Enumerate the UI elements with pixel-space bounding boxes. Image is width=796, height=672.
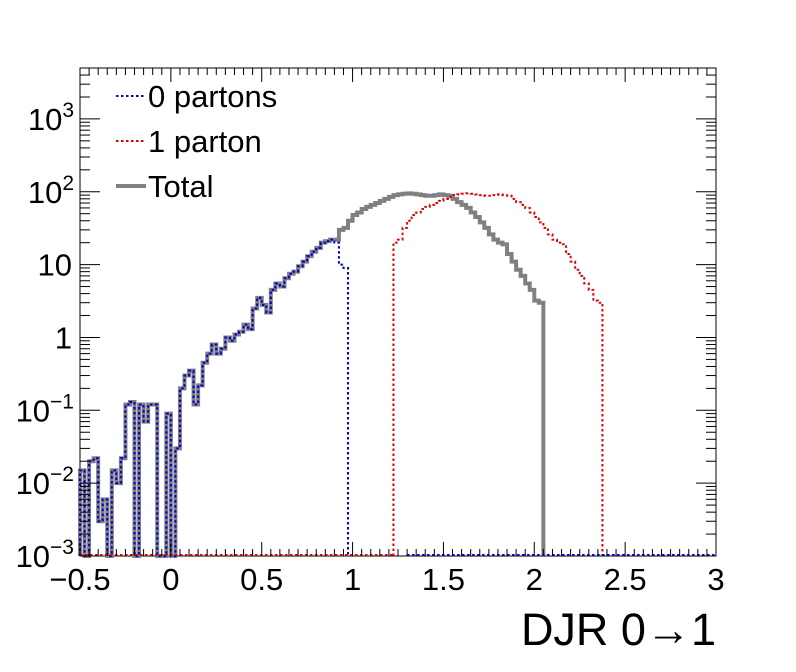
x-tick-label: 2 [526, 562, 543, 597]
y-tick-label: 10−1 [16, 390, 74, 428]
series-0-partons [79, 238, 350, 557]
y-tick-label: 102 [28, 172, 74, 210]
x-axis-title: DJR 0→1 [521, 604, 716, 655]
y-tick-label: 10−3 [16, 536, 74, 574]
x-tick-label: 3 [707, 562, 724, 597]
y-tick-label: 1 [55, 320, 72, 355]
x-tick-label: 0 [162, 562, 179, 597]
y-tick-label: 10 [38, 248, 72, 283]
x-tick-label: 1 [344, 562, 361, 597]
series-1-parton [392, 192, 604, 556]
x-tick-label: 1.5 [422, 562, 465, 597]
y-tick-label: 10−2 [16, 463, 74, 501]
legend-label: 1 parton [148, 124, 262, 159]
x-tick-label: 2.5 [604, 562, 647, 597]
x-tick-label: 0.5 [240, 562, 283, 597]
y-tick-label: 103 [28, 99, 74, 137]
legend-label: Total [148, 169, 213, 204]
series-total [78, 191, 546, 558]
legend-label: 0 partons [148, 79, 277, 114]
x-tick-label: −0.5 [49, 562, 110, 597]
